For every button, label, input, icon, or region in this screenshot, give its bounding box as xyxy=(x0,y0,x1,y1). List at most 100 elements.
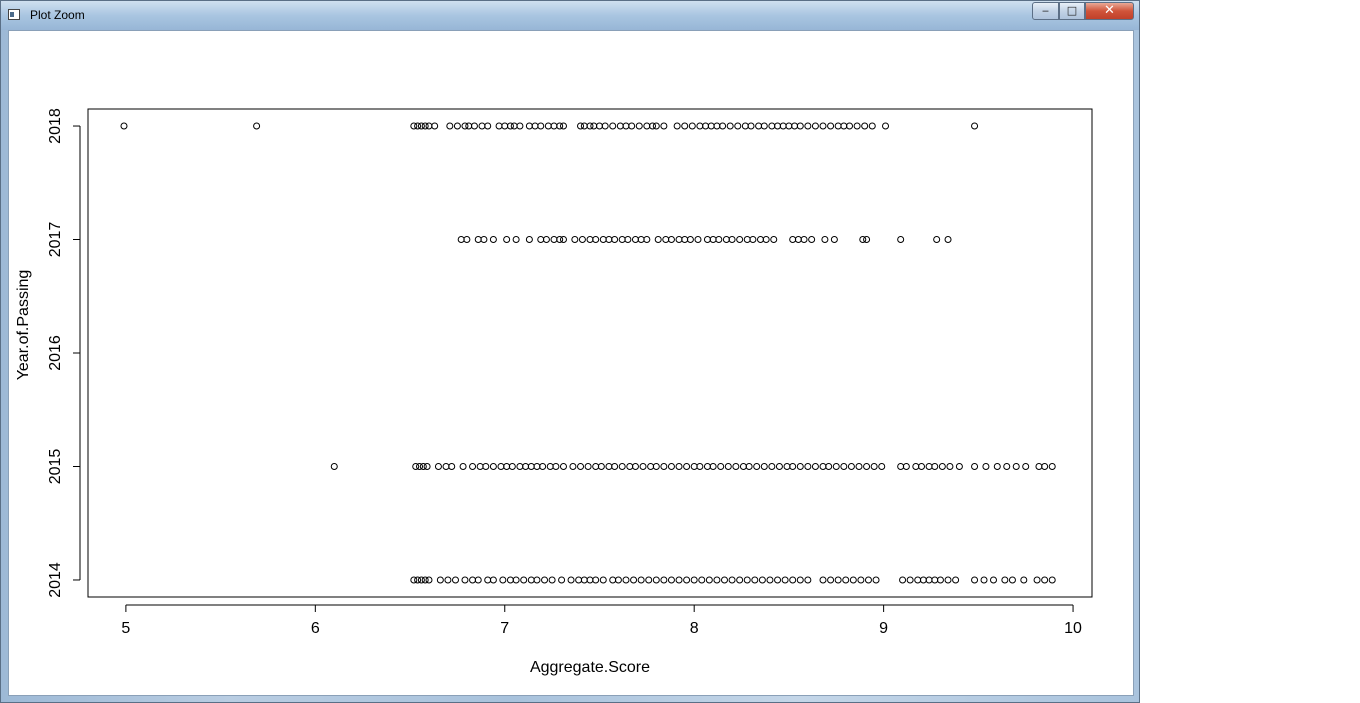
scatter-point xyxy=(768,122,776,130)
plot-frame xyxy=(87,108,1093,598)
scatter-point xyxy=(743,236,751,244)
scatter-point xyxy=(446,122,454,130)
scatter-point xyxy=(470,122,478,130)
scatter-point xyxy=(506,576,514,584)
scatter-point xyxy=(522,462,530,470)
minimize-button[interactable]: ‒ xyxy=(1032,2,1059,20)
scatter-point xyxy=(720,576,728,584)
title-bar[interactable]: Plot Zoom ‒ □ ✕ xyxy=(1,1,1139,30)
scatter-point xyxy=(760,122,768,130)
scatter-point xyxy=(431,122,439,130)
scatter-point xyxy=(728,236,736,244)
scatter-point xyxy=(552,462,560,470)
scatter-point xyxy=(667,576,675,584)
scatter-point xyxy=(512,236,520,244)
scatter-point xyxy=(971,576,979,584)
scatter-point xyxy=(425,576,433,584)
scatter-point xyxy=(870,462,878,470)
maximize-button[interactable]: □ xyxy=(1059,2,1085,20)
scatter-point xyxy=(571,236,579,244)
scatter-point xyxy=(794,236,802,244)
scatter-point xyxy=(673,122,681,130)
scatter-point xyxy=(847,462,855,470)
scatter-point xyxy=(489,236,497,244)
scatter-point xyxy=(811,122,819,130)
scatter-point xyxy=(766,576,774,584)
scatter-point xyxy=(1033,576,1041,584)
scatter-point xyxy=(469,576,477,584)
scatter-point xyxy=(736,236,744,244)
scatter-point xyxy=(789,236,797,244)
scatter-point xyxy=(696,122,704,130)
scatter-point xyxy=(728,576,736,584)
scatter-point xyxy=(649,122,657,130)
x-tick-label: 5 xyxy=(121,620,130,637)
scatter-point xyxy=(936,576,944,584)
y-axis-title: Year.of.Passing xyxy=(15,270,32,381)
scatter-point xyxy=(739,462,747,470)
scatter-point xyxy=(1041,576,1049,584)
app-window-icon[interactable] xyxy=(8,9,20,20)
scatter-point xyxy=(743,576,751,584)
scatter-point xyxy=(944,576,952,584)
scatter-point xyxy=(484,122,492,130)
scatter-point xyxy=(652,122,660,130)
scatter-point xyxy=(559,462,567,470)
scatter-point xyxy=(416,462,424,470)
scatter-point xyxy=(423,462,431,470)
scatter-point xyxy=(683,576,691,584)
scatter-point xyxy=(840,122,848,130)
scatter-point xyxy=(558,576,566,584)
scatter-point xyxy=(741,122,749,130)
scatter-point xyxy=(863,236,871,244)
scatter-point xyxy=(463,236,471,244)
scatter-point xyxy=(827,576,835,584)
scatter-point xyxy=(461,122,469,130)
scatter-point xyxy=(931,462,939,470)
scatter-point xyxy=(688,122,696,130)
scatter-point xyxy=(626,462,634,470)
scatter-point xyxy=(419,462,427,470)
scatter-point xyxy=(580,122,588,130)
scatter-point xyxy=(527,462,535,470)
scatter-point xyxy=(808,236,816,244)
scatter-point xyxy=(631,236,639,244)
x-tick-label: 7 xyxy=(500,620,509,637)
scatter-point xyxy=(569,462,577,470)
scatter-point xyxy=(510,122,518,130)
scatter-point xyxy=(849,576,857,584)
scatter-point xyxy=(774,122,782,130)
scatter-point xyxy=(586,122,594,130)
scatter-point xyxy=(667,236,675,244)
scatter-point xyxy=(618,462,626,470)
scatter-point xyxy=(931,576,939,584)
scatter-point xyxy=(599,236,607,244)
scatter-point xyxy=(859,236,867,244)
scatter-point xyxy=(864,576,872,584)
scatter-point xyxy=(660,122,668,130)
scatter-point xyxy=(925,576,933,584)
scatter-point xyxy=(756,236,764,244)
scatter-point xyxy=(781,576,789,584)
scatter-point xyxy=(1008,576,1016,584)
scatter-point xyxy=(713,576,721,584)
scatter-point xyxy=(512,576,520,584)
scatter-point xyxy=(414,576,422,584)
scatter-point xyxy=(577,122,585,130)
scatter-point xyxy=(417,576,425,584)
scatter-point xyxy=(783,462,791,470)
scatter-point xyxy=(971,462,979,470)
scatter-point xyxy=(736,576,744,584)
close-button[interactable]: ✕ xyxy=(1085,2,1134,20)
scatter-point xyxy=(971,122,979,130)
scatter-point xyxy=(775,462,783,470)
scatter-point xyxy=(330,462,338,470)
scatter-point xyxy=(804,576,812,584)
scatter-point xyxy=(709,236,717,244)
scatter-point xyxy=(906,576,914,584)
scatter-point xyxy=(611,462,619,470)
scatter-point xyxy=(800,236,808,244)
x-axis-title: Aggregate.Score xyxy=(530,659,650,676)
scatter-point xyxy=(980,576,988,584)
scatter-point xyxy=(586,236,594,244)
